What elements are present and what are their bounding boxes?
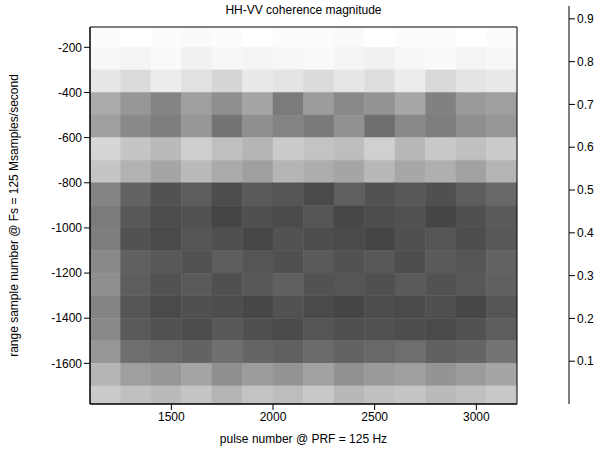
svg-text:-1000: -1000 [51, 221, 82, 235]
svg-text:3000: 3000 [463, 410, 490, 424]
html-text:HH-VV coherence magnitude: HH-VV coherence magnitude [225, 3, 382, 17]
svg-text:-400: -400 [58, 86, 82, 100]
svg-text:-1200: -1200 [51, 266, 82, 280]
svg-text:-1600: -1600 [51, 357, 82, 371]
svg-text:0.3: 0.3 [577, 269, 594, 283]
svg-text:0.6: 0.6 [577, 140, 594, 154]
svg-text:-1400: -1400 [51, 311, 82, 325]
svg-text:0.5: 0.5 [577, 183, 594, 197]
svg-text:pulse number @ PRF = 125 Hz: pulse number @ PRF = 125 Hz [220, 432, 387, 446]
svg-text:0.7: 0.7 [577, 98, 594, 112]
svg-text:0.2: 0.2 [577, 312, 594, 326]
svg-text:-600: -600 [58, 131, 82, 145]
svg-text:-200: -200 [58, 41, 82, 55]
svg-text:0.8: 0.8 [577, 55, 594, 69]
svg-text:-800: -800 [58, 176, 82, 190]
svg-text:0.9: 0.9 [577, 12, 594, 26]
svg-text:1500: 1500 [158, 410, 185, 424]
svg-text:0.4: 0.4 [577, 226, 594, 240]
svg-text:2500: 2500 [361, 410, 388, 424]
svg-text:0.1: 0.1 [577, 354, 594, 368]
svg-text:range sample number @ Fs = 125: range sample number @ Fs = 125 Msamples/… [7, 74, 21, 357]
svg-text:2000: 2000 [260, 410, 287, 424]
